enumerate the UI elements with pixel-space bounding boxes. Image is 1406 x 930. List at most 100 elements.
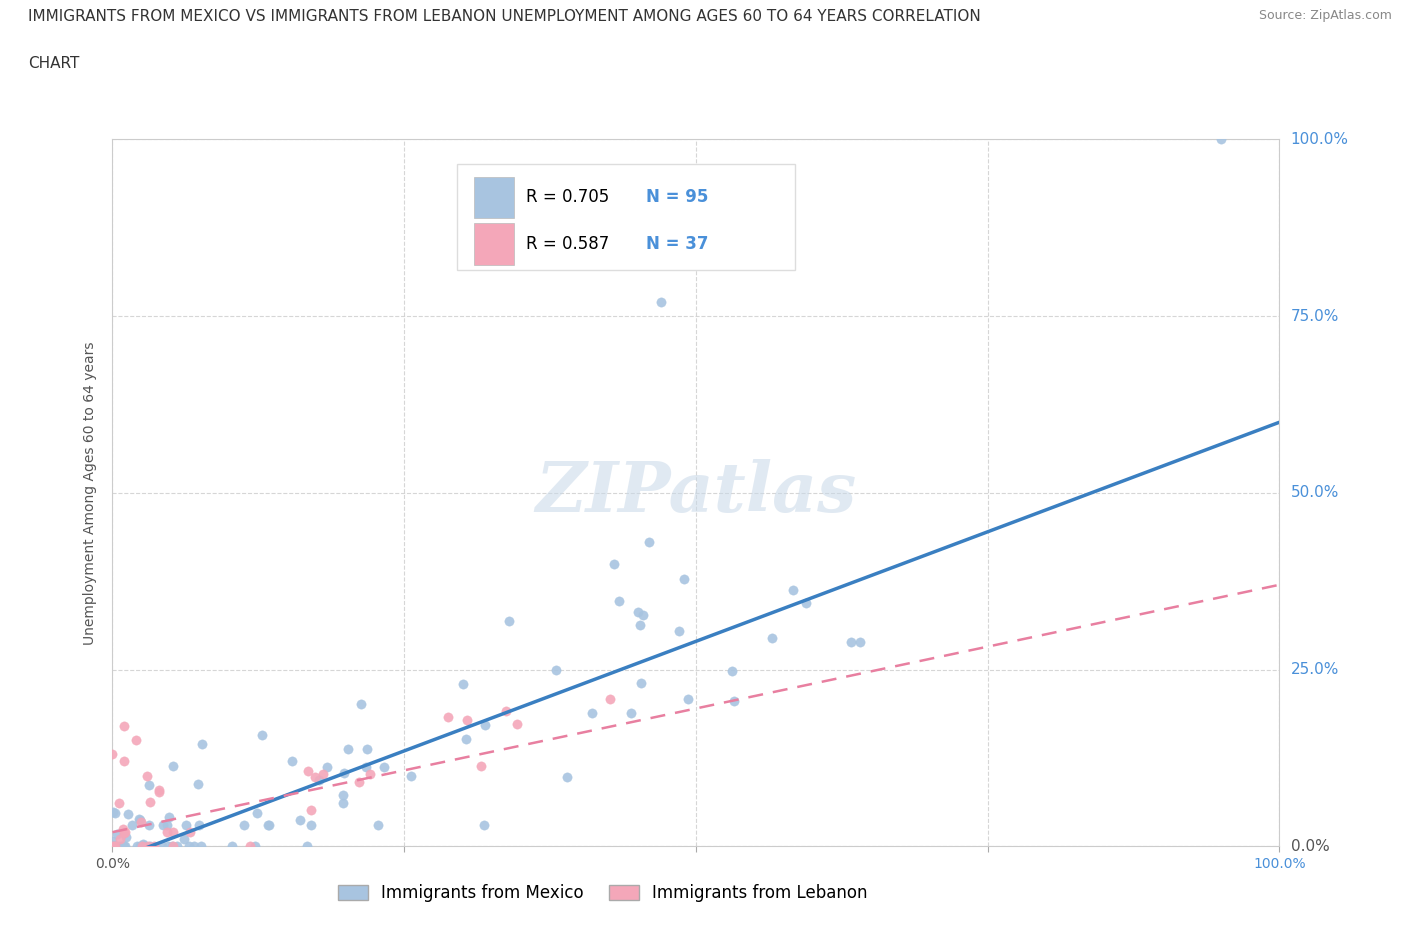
Point xyxy=(221,839,243,854)
Point xyxy=(676,691,699,706)
Point xyxy=(350,697,373,711)
Point xyxy=(239,839,262,854)
Point xyxy=(111,821,134,836)
Point xyxy=(179,825,201,840)
Point xyxy=(620,705,643,720)
FancyBboxPatch shape xyxy=(457,165,796,271)
Text: N = 95: N = 95 xyxy=(645,189,709,206)
Point xyxy=(112,826,135,841)
Point xyxy=(157,810,180,825)
Point xyxy=(156,825,179,840)
Point xyxy=(128,813,150,828)
Legend: Immigrants from Mexico, Immigrants from Lebanon: Immigrants from Mexico, Immigrants from … xyxy=(330,877,875,909)
Point xyxy=(627,605,650,620)
Point xyxy=(131,839,153,854)
Point xyxy=(173,831,195,846)
Point xyxy=(162,839,184,854)
Point xyxy=(312,766,335,781)
Point xyxy=(104,839,127,854)
Point xyxy=(104,805,127,820)
Point xyxy=(233,817,256,832)
Point xyxy=(297,764,319,778)
Text: 25.0%: 25.0% xyxy=(1291,662,1339,677)
Point xyxy=(672,572,695,587)
Point xyxy=(723,694,745,709)
Point xyxy=(474,718,496,733)
Point xyxy=(108,839,131,854)
Point xyxy=(128,812,150,827)
Point xyxy=(166,839,188,854)
Point xyxy=(281,754,304,769)
Point xyxy=(101,839,124,854)
Point xyxy=(139,839,162,854)
Point xyxy=(470,759,492,774)
Point xyxy=(108,795,131,810)
Point xyxy=(176,817,198,832)
Point xyxy=(111,839,134,854)
Point xyxy=(848,634,870,649)
Point xyxy=(160,839,183,854)
FancyBboxPatch shape xyxy=(474,223,515,265)
Point xyxy=(191,737,214,751)
Point xyxy=(162,825,184,840)
Point xyxy=(138,777,160,792)
Point xyxy=(359,766,381,781)
Point xyxy=(103,839,125,854)
Point xyxy=(136,768,159,783)
Point xyxy=(347,774,370,789)
Point xyxy=(125,839,148,854)
Point xyxy=(142,839,165,854)
Point xyxy=(839,635,862,650)
Point xyxy=(257,817,280,832)
Point xyxy=(131,814,153,829)
Point xyxy=(152,817,174,832)
Point xyxy=(112,754,135,769)
Point xyxy=(332,765,354,780)
Point xyxy=(104,839,127,854)
Point xyxy=(105,839,128,854)
Point xyxy=(250,728,273,743)
Point xyxy=(112,719,135,734)
Point xyxy=(179,839,201,854)
Text: 75.0%: 75.0% xyxy=(1291,309,1339,324)
Point xyxy=(162,758,184,773)
Point xyxy=(299,803,322,817)
Point xyxy=(103,839,125,854)
Point xyxy=(308,772,330,787)
Point xyxy=(581,705,603,720)
Point xyxy=(129,839,152,854)
Point xyxy=(367,817,389,832)
Point xyxy=(117,807,139,822)
Point xyxy=(332,788,354,803)
Point xyxy=(544,662,567,677)
Point xyxy=(156,817,179,832)
Point xyxy=(101,839,124,854)
Point xyxy=(156,839,179,854)
Point xyxy=(187,777,209,791)
Text: N = 37: N = 37 xyxy=(645,235,709,253)
Point xyxy=(607,594,630,609)
Text: 0.0%: 0.0% xyxy=(1291,839,1329,854)
Point xyxy=(668,624,690,639)
Point xyxy=(121,817,143,832)
Point xyxy=(132,837,155,852)
Point xyxy=(354,760,377,775)
Point xyxy=(125,733,148,748)
Point xyxy=(243,839,266,854)
Point xyxy=(246,806,269,821)
Point xyxy=(628,618,651,632)
Point xyxy=(456,712,478,727)
Point xyxy=(630,675,652,690)
Point xyxy=(436,711,458,725)
Point xyxy=(1209,132,1232,147)
Point xyxy=(114,839,136,854)
Text: 100.0%: 100.0% xyxy=(1291,132,1348,147)
Point xyxy=(299,817,322,832)
Point xyxy=(257,817,280,832)
Point xyxy=(112,839,135,854)
Point xyxy=(782,582,804,597)
Point xyxy=(316,760,339,775)
Point xyxy=(761,631,783,645)
Point xyxy=(599,692,621,707)
Point xyxy=(134,839,156,854)
